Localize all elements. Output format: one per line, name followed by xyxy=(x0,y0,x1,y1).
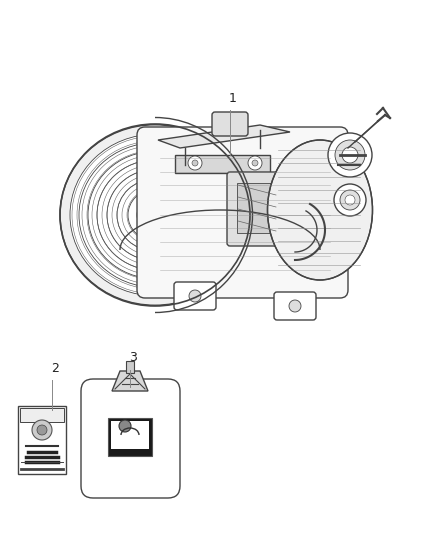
Circle shape xyxy=(334,184,366,216)
FancyBboxPatch shape xyxy=(174,282,216,310)
Circle shape xyxy=(192,160,198,166)
Circle shape xyxy=(289,300,301,312)
Ellipse shape xyxy=(150,210,160,220)
Ellipse shape xyxy=(145,206,165,224)
Bar xyxy=(18,406,66,474)
Ellipse shape xyxy=(88,151,222,279)
Circle shape xyxy=(252,160,258,166)
FancyBboxPatch shape xyxy=(81,379,180,498)
Ellipse shape xyxy=(268,140,372,280)
Ellipse shape xyxy=(137,198,173,232)
Circle shape xyxy=(340,190,360,210)
Ellipse shape xyxy=(70,134,240,296)
Circle shape xyxy=(32,420,52,440)
Bar xyxy=(111,421,149,449)
Polygon shape xyxy=(112,371,148,391)
FancyBboxPatch shape xyxy=(137,127,348,298)
Circle shape xyxy=(188,156,202,170)
Circle shape xyxy=(345,195,355,205)
Bar xyxy=(175,155,270,173)
Ellipse shape xyxy=(117,179,193,251)
Bar xyxy=(108,418,152,456)
Circle shape xyxy=(248,156,262,170)
Circle shape xyxy=(37,425,47,435)
Circle shape xyxy=(189,290,201,302)
Ellipse shape xyxy=(146,206,164,223)
Ellipse shape xyxy=(60,125,250,305)
Circle shape xyxy=(119,420,131,432)
Ellipse shape xyxy=(128,189,182,241)
FancyBboxPatch shape xyxy=(227,172,288,246)
Polygon shape xyxy=(158,125,290,148)
Text: 2: 2 xyxy=(51,362,59,375)
Circle shape xyxy=(342,147,358,163)
FancyBboxPatch shape xyxy=(212,112,248,136)
Ellipse shape xyxy=(79,143,231,287)
Ellipse shape xyxy=(97,160,213,270)
Bar xyxy=(237,183,277,233)
Bar xyxy=(126,361,134,373)
Circle shape xyxy=(328,133,372,177)
Circle shape xyxy=(335,140,365,170)
Text: 3: 3 xyxy=(129,351,137,364)
Text: 1: 1 xyxy=(229,92,237,105)
Bar xyxy=(20,408,64,422)
FancyBboxPatch shape xyxy=(274,292,316,320)
Ellipse shape xyxy=(107,169,203,261)
